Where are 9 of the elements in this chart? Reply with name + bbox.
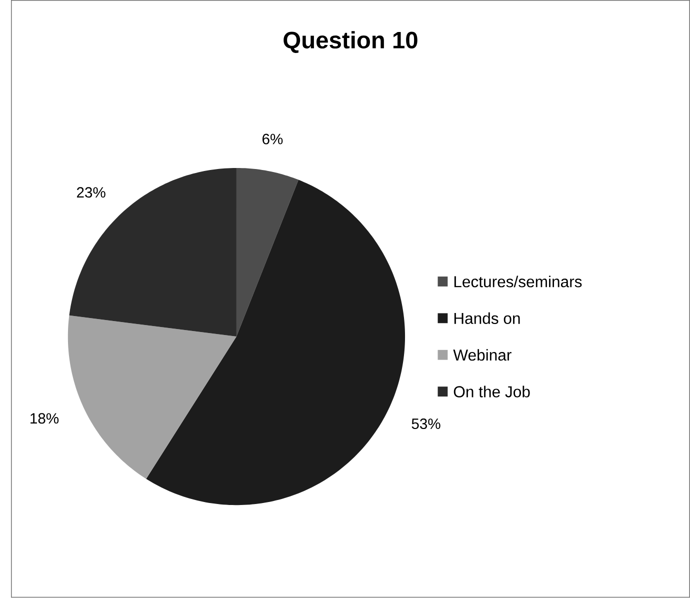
legend-label: Lectures/seminars	[454, 276, 582, 288]
data-label: 6%	[262, 134, 283, 144]
legend-label: On the Job	[454, 386, 530, 398]
data-label: 23%	[76, 187, 106, 198]
data-label: 18%	[30, 413, 59, 424]
legend-label: Hands on	[454, 312, 520, 324]
chart-title: Question 10	[284, 31, 418, 54]
data-label: 53%	[412, 418, 440, 430]
legend-label: Webinar	[453, 349, 512, 361]
